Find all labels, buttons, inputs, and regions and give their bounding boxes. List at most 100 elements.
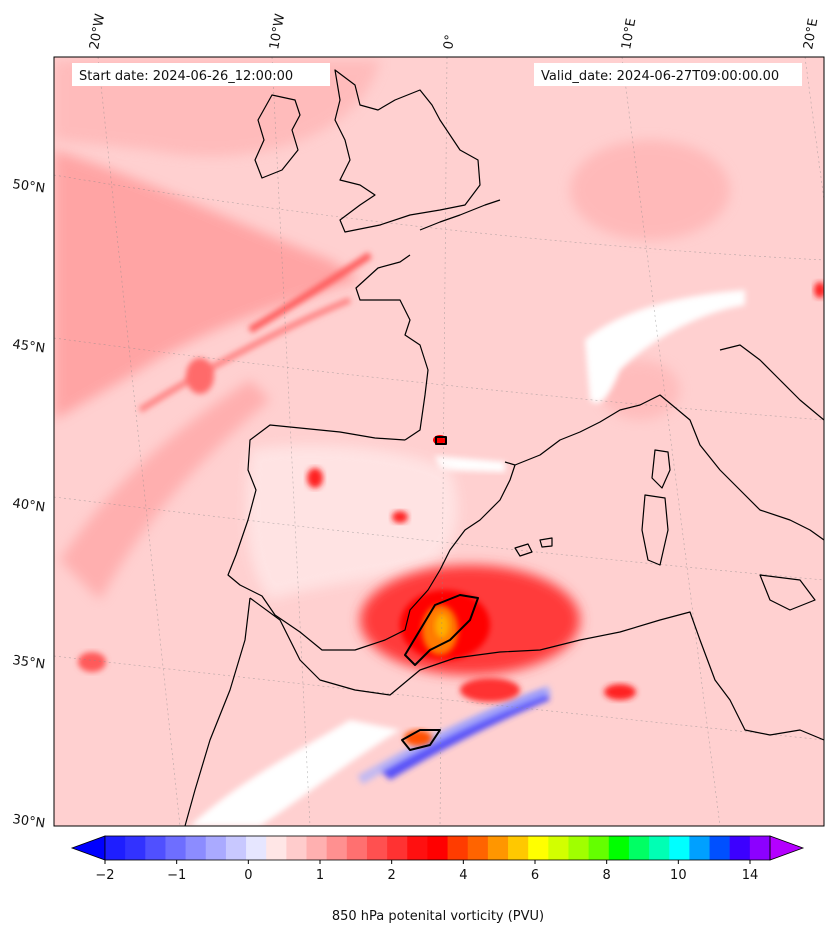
colorbar-tick-label: 4 <box>459 868 467 883</box>
pv-blob-central <box>307 468 323 488</box>
pv-core-peak <box>435 614 449 638</box>
pv-iberia-interior <box>246 445 459 600</box>
colorbar-segment <box>185 836 207 860</box>
lat-labels: 50°N 45°N 40°N 35°N 30°N <box>11 177 46 831</box>
colorbar-segment <box>306 836 328 860</box>
valid-date-box <box>534 63 802 86</box>
colorbar-segment <box>729 836 751 860</box>
coast-great-britain <box>334 69 481 233</box>
pv-blob-tunisia <box>604 684 636 700</box>
valid-date-label: Valid_date: 2024-06-27T09:00:00.00 <box>541 69 779 84</box>
colorbar-segment <box>266 836 287 860</box>
pv-jet-streak <box>248 252 372 334</box>
coast-sicily <box>759 574 816 611</box>
pv-blob-central2 <box>392 511 408 523</box>
colorbar-segment <box>366 836 388 860</box>
colorbar-segment <box>105 836 126 860</box>
pv-blob-east <box>814 282 824 298</box>
pv-contour-core <box>404 594 479 666</box>
coast-ligurian <box>514 394 824 541</box>
coast-sardinia <box>641 494 669 566</box>
colorbar-segment <box>709 836 731 860</box>
pv-blob-atlas <box>404 730 432 746</box>
lat-label-45n: 45°N <box>11 337 46 356</box>
coast-morocco <box>184 597 251 826</box>
pv-contour-pyrenees <box>435 436 447 445</box>
start-date-box <box>72 63 330 86</box>
coast-balearic <box>514 543 533 557</box>
pv-blob-ne <box>570 140 730 240</box>
coast-france-north <box>419 199 501 231</box>
colorbar-tick-label: 2 <box>388 868 396 883</box>
coast-ireland <box>254 94 301 179</box>
colorbar-segment <box>568 836 590 860</box>
colorbar-segments <box>105 836 771 860</box>
colorbar-tick-label: 1 <box>316 868 324 883</box>
pv-low-pyrenees <box>435 456 505 472</box>
graticule <box>54 57 824 826</box>
graticule-lat-40 <box>54 496 824 581</box>
pv-low-atlas <box>380 690 550 780</box>
colorbar-segment <box>487 836 509 860</box>
colorbar-segment <box>447 836 469 860</box>
colorbar-segment <box>125 836 146 860</box>
colorbar-segment <box>649 836 670 860</box>
graticule-lat-35 <box>54 655 824 741</box>
lat-label-35n: 35°N <box>11 653 46 672</box>
graticule-lon-20w <box>97 57 181 826</box>
lon-label-0: 0° <box>441 34 458 51</box>
colorbar-tick-label: −1 <box>167 868 186 883</box>
colorbar-ticks: −2 −1 0 1 2 4 6 8 10 14 <box>95 860 758 883</box>
colorbar-segment <box>508 836 529 860</box>
map-frame <box>53 56 825 827</box>
colorbar-segment <box>467 836 489 860</box>
coast-north-africa <box>249 597 824 741</box>
coast-corsica <box>651 449 671 489</box>
pv-low-atlas-edge <box>357 685 552 785</box>
colorbar-segment <box>165 836 187 860</box>
pv-jet-streak-2 <box>138 297 352 413</box>
colorbar-segment <box>427 836 449 860</box>
colorbar-segment <box>286 836 308 860</box>
colorbar-segment <box>326 836 348 860</box>
lon-label-10w: 10°W <box>267 13 288 51</box>
colorbar-segment <box>669 836 690 860</box>
pv-blob-algeria <box>460 678 520 702</box>
pv-atlantic-band <box>54 150 360 420</box>
pv-blob-alps <box>600 360 680 420</box>
graticule-lon-20e <box>804 57 824 201</box>
pv-contour-atlas <box>401 729 441 751</box>
colorbar-segment <box>387 836 408 860</box>
lat-label-50n: 50°N <box>11 177 46 196</box>
colorbar-segment <box>689 836 711 860</box>
graticule-lat-45 <box>54 337 824 421</box>
lon-label-20e: 20°E <box>801 17 821 50</box>
coast-adriatic <box>719 344 824 421</box>
colorbar-tick-label: 10 <box>670 868 687 883</box>
pv-low-sahara <box>190 720 400 826</box>
colorbar-tick-label: −2 <box>95 868 114 883</box>
colorbar-segment <box>588 836 610 860</box>
colorbar-over-arrow <box>769 835 805 861</box>
coast-france <box>355 254 429 441</box>
colorbar-segment <box>528 836 549 860</box>
map-panel: Start date: 2024-06-26_12:00:00 Valid_da… <box>54 57 824 826</box>
colorbar-segment <box>346 836 368 860</box>
colorbar-tick-label: 0 <box>244 868 252 883</box>
pv-blob-west <box>186 358 214 394</box>
start-date-label: Start date: 2024-06-26_12:00:00 <box>79 69 293 84</box>
lat-label-40n: 40°N <box>11 496 46 515</box>
graticule-lat-50 <box>54 174 824 261</box>
colorbar-frame <box>104 835 771 861</box>
colorbar-title: 850 hPa potenital vorticity (PVU) <box>332 909 544 924</box>
coast-iberia <box>227 424 516 651</box>
coast-balearic-2 <box>539 537 553 548</box>
lon-label-20w: 20°W <box>87 13 108 51</box>
colorbar-segment <box>246 836 267 860</box>
colorbar-segment <box>225 836 247 860</box>
pv-blob-sw <box>78 652 106 672</box>
graticule-lon-10e <box>621 57 721 826</box>
lat-label-30n: 30°N <box>11 812 46 831</box>
coastlines <box>184 69 824 826</box>
